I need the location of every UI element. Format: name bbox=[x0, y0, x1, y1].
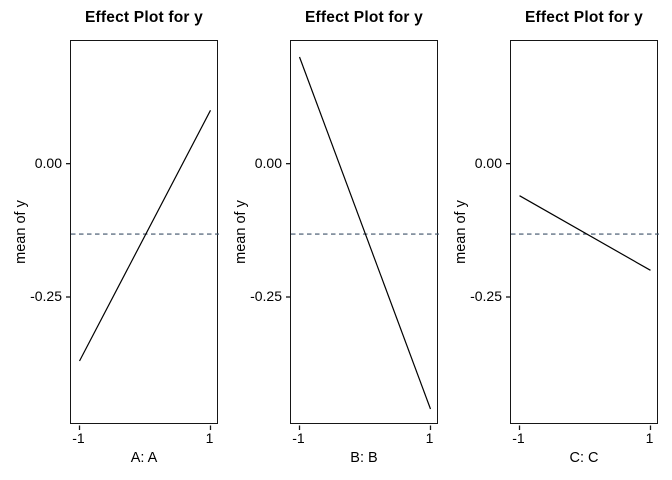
x-tick-label: -1 bbox=[292, 430, 305, 446]
panel-title: Effect Plot for y bbox=[305, 9, 423, 26]
plot-area bbox=[286, 40, 439, 430]
effect-plot-panel-c: Effect Plot for y mean of y 0.00 -0.25 -… bbox=[440, 0, 664, 480]
x-tick-label: 1 bbox=[645, 430, 654, 446]
x-axis-label: B: B bbox=[350, 450, 378, 466]
y-axis-label: mean of y bbox=[453, 200, 469, 264]
x-tick-label: 1 bbox=[425, 430, 434, 446]
plot-canvas bbox=[286, 56, 439, 430]
effect-plot-panel-b: Effect Plot for y mean of y 0.00 -0.25 -… bbox=[220, 0, 444, 480]
effect-line bbox=[298, 56, 432, 410]
y-tick-label: 0.00 bbox=[34, 154, 62, 171]
y-tick-label: -0.25 bbox=[470, 288, 502, 304]
y-axis-label: mean of y bbox=[13, 200, 29, 264]
y-axis-label: mean of y bbox=[233, 200, 249, 264]
plot-area bbox=[66, 40, 219, 430]
y-tick-label: 0.00 bbox=[254, 154, 282, 171]
y-tick-label: -0.25 bbox=[30, 288, 62, 304]
panel-title: Effect Plot for y bbox=[85, 9, 203, 26]
x-axis-label: A: A bbox=[130, 450, 158, 466]
x-tick-label: 1 bbox=[205, 430, 214, 446]
effect-line bbox=[519, 195, 651, 271]
x-tick-label: -1 bbox=[72, 430, 85, 446]
x-axis-label: C: C bbox=[569, 450, 599, 466]
y-tick-label: -0.25 bbox=[250, 288, 282, 304]
y-tick-label: 0.00 bbox=[474, 154, 502, 171]
effect-line bbox=[78, 110, 212, 362]
plot-area bbox=[506, 40, 659, 430]
plot-canvas bbox=[506, 163, 659, 430]
plot-canvas bbox=[66, 110, 219, 430]
panel-title: Effect Plot for y bbox=[525, 9, 643, 26]
effect-plot-panel-a: Effect Plot for y mean of y 0.00 -0.25 -… bbox=[0, 0, 224, 480]
x-tick-label: -1 bbox=[512, 430, 525, 446]
